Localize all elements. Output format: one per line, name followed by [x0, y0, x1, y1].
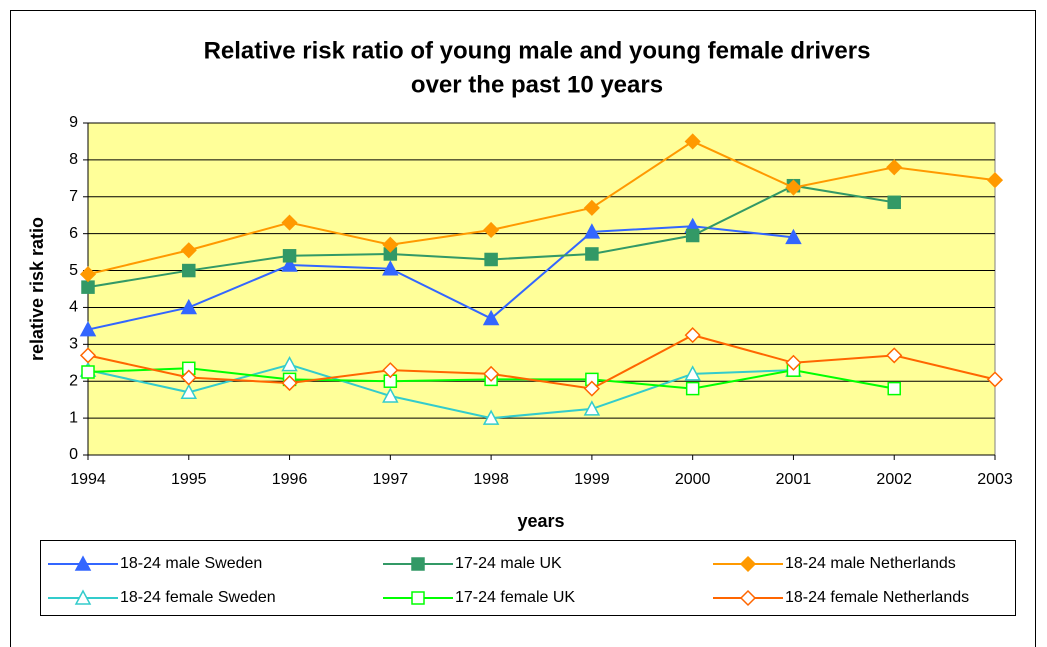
marker — [886, 347, 903, 364]
marker — [684, 327, 701, 344]
marker — [986, 371, 1004, 388]
marker — [281, 214, 298, 231]
x-axis-title: years — [517, 511, 564, 531]
marker — [79, 266, 97, 283]
marker — [180, 383, 198, 400]
x-tick-label: 1996 — [272, 471, 308, 488]
marker — [887, 381, 901, 396]
marker — [74, 589, 92, 605]
marker — [684, 133, 701, 150]
x-tick-label: 1998 — [473, 471, 509, 488]
y-axis-title: relative risk ratio — [27, 217, 47, 361]
marker — [785, 179, 802, 196]
y-tick-label: 0 — [69, 446, 78, 463]
plot-area — [87, 122, 996, 456]
y-tick-label: 9 — [69, 114, 78, 131]
legend-label: 18-24 male Sweden — [120, 555, 262, 572]
marker — [484, 252, 498, 267]
marker — [81, 365, 95, 379]
marker — [281, 256, 298, 272]
x-tick-label: 2002 — [876, 471, 912, 488]
x-tick-label: 1999 — [574, 471, 610, 488]
marker — [79, 320, 97, 337]
x-tick-label: 1994 — [70, 471, 106, 488]
marker — [986, 172, 1004, 189]
marker — [281, 356, 298, 372]
marker — [180, 242, 197, 259]
marker — [411, 591, 425, 605]
x-tick-label: 1995 — [171, 471, 207, 488]
marker — [583, 223, 601, 239]
x-tick-label: 2003 — [977, 471, 1013, 488]
marker — [79, 347, 97, 364]
marker — [282, 249, 297, 263]
series-line — [87, 225, 794, 331]
marker — [482, 409, 500, 425]
marker — [739, 555, 757, 573]
marker — [281, 375, 298, 392]
marker — [887, 195, 901, 210]
y-tick-label: 5 — [69, 262, 78, 279]
marker — [482, 309, 500, 326]
y-tick-label: 4 — [69, 299, 78, 316]
marker — [583, 199, 600, 216]
marker — [382, 236, 399, 253]
chart-title: Relative risk ratio of young male and yo… — [204, 37, 871, 64]
marker — [81, 280, 95, 294]
y-tick-label: 7 — [69, 188, 78, 205]
marker — [583, 400, 601, 416]
marker — [785, 228, 802, 245]
marker — [182, 263, 196, 278]
legend-label: 17-24 male UK — [455, 555, 562, 572]
marker — [180, 298, 198, 315]
marker — [684, 365, 701, 381]
series-line — [87, 140, 996, 276]
x-tick-label: 2000 — [675, 471, 711, 488]
marker — [382, 387, 399, 403]
marker — [382, 260, 399, 276]
chart-title: over the past 10 years — [411, 71, 663, 98]
x-tick-label: 1997 — [373, 471, 409, 488]
y-tick-label: 2 — [69, 372, 78, 389]
y-tick-label: 3 — [69, 336, 78, 353]
marker — [74, 555, 92, 571]
marker — [585, 247, 599, 261]
legend-label: 18-24 female Sweden — [120, 589, 276, 606]
series-line — [87, 363, 794, 420]
marker — [180, 369, 197, 386]
y-tick-label: 6 — [69, 225, 78, 242]
legend-label: 17-24 female UK — [455, 589, 575, 606]
x-tick-label: 2001 — [776, 471, 812, 488]
marker — [483, 221, 500, 239]
legend-label: 18-24 female Netherlands — [785, 589, 969, 606]
marker — [583, 380, 600, 397]
marker — [382, 362, 399, 379]
marker — [886, 159, 903, 176]
marker — [785, 354, 802, 371]
series-line — [87, 334, 996, 390]
marker — [739, 589, 757, 607]
legend-box — [40, 540, 1016, 616]
marker — [411, 557, 425, 571]
marker — [685, 228, 700, 243]
legend-label: 18-24 male Netherlands — [785, 555, 956, 572]
y-tick-label: 8 — [69, 151, 78, 168]
y-tick-label: 1 — [69, 409, 78, 426]
marker — [685, 381, 700, 396]
marker — [483, 365, 500, 382]
